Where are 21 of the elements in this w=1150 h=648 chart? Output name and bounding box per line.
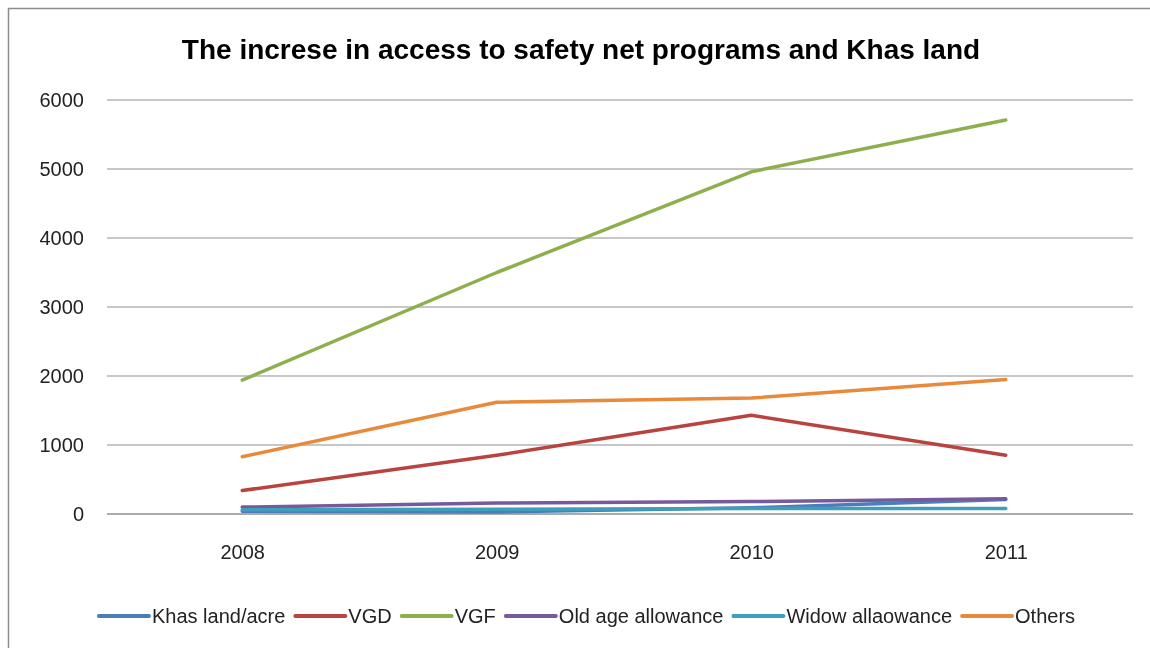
y-tick-label: 3000 xyxy=(39,295,84,318)
legend-label: Widow allaowance xyxy=(786,605,953,627)
y-tick-label: 0 xyxy=(72,502,84,525)
legend-label: VGD xyxy=(348,605,392,627)
x-tick-label: 2008 xyxy=(220,541,265,564)
y-tick-label: 5000 xyxy=(39,157,84,180)
legend-label: Old age allowance xyxy=(558,605,724,627)
line-series xyxy=(240,118,1008,382)
x-tick-label: 2010 xyxy=(729,541,774,564)
line-series xyxy=(240,497,1008,509)
x-tick-label: 2009 xyxy=(475,541,520,564)
y-tick-label: 1000 xyxy=(39,433,84,456)
legend-label: Others xyxy=(1015,605,1076,627)
x-tick-label: 2011 xyxy=(984,541,1028,564)
y-tick-label: 4000 xyxy=(39,226,84,249)
line-series xyxy=(240,377,1008,459)
legend-label: VGF xyxy=(454,605,496,627)
y-tick-label: 2000 xyxy=(39,364,84,387)
y-tick-label: 6000 xyxy=(39,88,84,111)
legend-label: Khas land/acre xyxy=(151,605,286,627)
chart-title: The increse in access to safety net programs and Khas land xyxy=(181,34,981,65)
